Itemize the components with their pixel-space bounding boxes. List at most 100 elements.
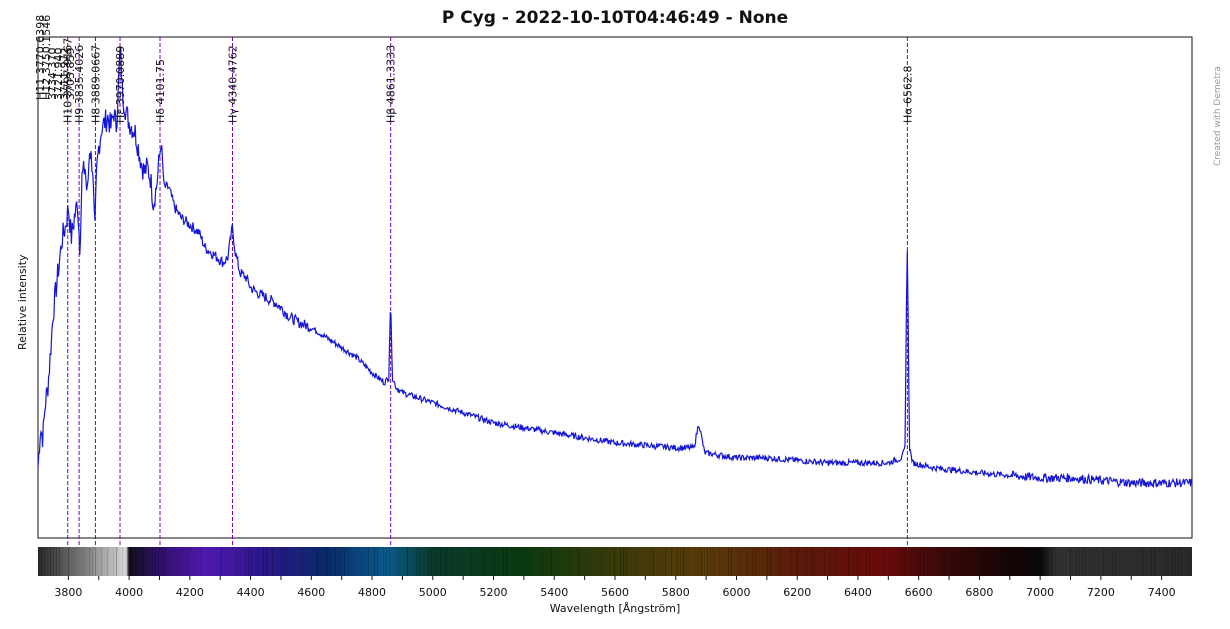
- spectrum-stripe: [494, 547, 495, 576]
- spectrum-stripe: [53, 547, 54, 576]
- spectrum-stripe: [428, 547, 429, 576]
- spectrum-stripe: [704, 547, 705, 576]
- spectrum-stripe: [833, 547, 834, 576]
- spectrum-stripe: [59, 547, 60, 576]
- spectrum-stripe: [47, 547, 48, 576]
- spectrum-stripe: [257, 547, 258, 576]
- spectrum-stripe: [551, 547, 552, 576]
- x-tick-label: 4200: [176, 586, 204, 599]
- spectrum-stripe: [1019, 547, 1020, 576]
- spectrum-stripe: [944, 547, 945, 576]
- spectrum-stripe: [200, 547, 201, 576]
- spectrum-stripe: [707, 547, 708, 576]
- spectrum-stripe: [1154, 547, 1155, 576]
- spectrum-stripe: [155, 547, 156, 576]
- x-tick-label: 7000: [1026, 586, 1054, 599]
- spectrum-stripe: [941, 547, 942, 576]
- spectrum-stripe: [1025, 547, 1026, 576]
- x-tick-label: 4600: [297, 586, 325, 599]
- spectrum-stripe: [557, 547, 558, 576]
- spectrum-stripe: [1097, 547, 1098, 576]
- spectrum-stripe: [677, 547, 678, 576]
- chart-title: P Cyg - 2022-10-10T04:46:49 - None: [441, 8, 789, 28]
- spectrum-stripe: [416, 547, 417, 576]
- spectrum-stripe: [590, 547, 591, 576]
- spectrum-stripe: [965, 547, 966, 576]
- spectrum-stripe: [578, 547, 579, 576]
- spectrum-stripe: [1151, 547, 1152, 576]
- spectrum-stripe: [386, 547, 387, 576]
- spectrum-stripe: [326, 547, 327, 576]
- spectrum-stripe: [1082, 547, 1083, 576]
- spectrum-stripe: [602, 547, 603, 576]
- spectrum-stripe: [113, 547, 114, 576]
- spectrum-stripe: [398, 547, 399, 576]
- spectrum-stripe: [869, 547, 870, 576]
- spectrum-stripe: [1079, 547, 1080, 576]
- spectrum-stripe: [923, 547, 924, 576]
- spectrum-stripe: [614, 547, 615, 576]
- spectrum-stripe: [287, 547, 288, 576]
- spectrum-stripe: [512, 547, 513, 576]
- spectrum-stripe: [1070, 547, 1071, 576]
- spectrum-stripe: [506, 547, 507, 576]
- x-tick-label: 6400: [844, 586, 872, 599]
- spectrum-stripe: [989, 547, 990, 576]
- spectrum-stripe: [695, 547, 696, 576]
- spectrum-stripe: [728, 547, 729, 576]
- spectrum-stripe: [407, 547, 408, 576]
- spectrum-stripe: [752, 547, 753, 576]
- spectrum-stripe: [440, 547, 441, 576]
- spectrum-stripe: [485, 547, 486, 576]
- spectral-line-label: H9 3835.4026: [73, 45, 86, 123]
- spectrum-stripe: [650, 547, 651, 576]
- spectrum-stripe: [68, 547, 69, 576]
- spectral-line-label: Hβ 4861.3333: [385, 45, 398, 123]
- x-tick-label: 5400: [540, 586, 568, 599]
- spectrum-stripe: [107, 547, 108, 576]
- spectrum-stripe: [812, 547, 813, 576]
- spectrum-stripe: [482, 547, 483, 576]
- spectrum-stripe: [569, 547, 570, 576]
- spectrum-stripe: [368, 547, 369, 576]
- spectrum-stripe: [503, 547, 504, 576]
- spectral-line-label: Hα 6562.8: [901, 65, 914, 123]
- spectral-line-label: H8 3889.0667: [89, 45, 102, 123]
- spectrum-stripe: [683, 547, 684, 576]
- spectrum-stripe: [635, 547, 636, 576]
- spectrum-stripe: [158, 547, 159, 576]
- spectrum-stripe: [341, 547, 342, 576]
- spectrum-stripe: [755, 547, 756, 576]
- spectrum-series-line: [37, 47, 1193, 489]
- spectrum-stripe: [1004, 547, 1005, 576]
- spectrum-stripe: [263, 547, 264, 576]
- spectrum-stripe: [389, 547, 390, 576]
- spectrum-stripe: [188, 547, 189, 576]
- spectrum-stripe: [236, 547, 237, 576]
- spectral-line-label: 3703.859: [64, 48, 77, 101]
- x-tick-label: 5800: [662, 586, 690, 599]
- spectrum-stripe: [1178, 547, 1179, 576]
- spectrum-stripe: [281, 547, 282, 576]
- spectrum-stripe: [245, 547, 246, 576]
- spectrum-stripe: [470, 547, 471, 576]
- spectrum-stripe: [740, 547, 741, 576]
- spectrum-stripe: [461, 547, 462, 576]
- spectral-line-label: H12 3750.1546: [40, 15, 53, 100]
- x-tick-label: 3800: [54, 586, 82, 599]
- spectrum-stripe: [131, 547, 132, 576]
- spectrum-stripe: [221, 547, 222, 576]
- spectrum-stripe: [1175, 547, 1176, 576]
- spectrum-stripe: [1115, 547, 1116, 576]
- color-spectrum-bar: [38, 547, 1192, 576]
- spectrum-stripe: [338, 547, 339, 576]
- spectrum-stripe: [383, 547, 384, 576]
- spectrum-stripe: [92, 547, 93, 576]
- spectrum-stripe: [1037, 547, 1038, 576]
- spectrum-stripe: [665, 547, 666, 576]
- spectral-line-label: Hδ 4101.75: [154, 59, 167, 123]
- spectrum-stripe: [791, 547, 792, 576]
- spectrum-stripe: [626, 547, 627, 576]
- spectrum-stripe: [152, 547, 153, 576]
- spectrum-stripe: [50, 547, 51, 576]
